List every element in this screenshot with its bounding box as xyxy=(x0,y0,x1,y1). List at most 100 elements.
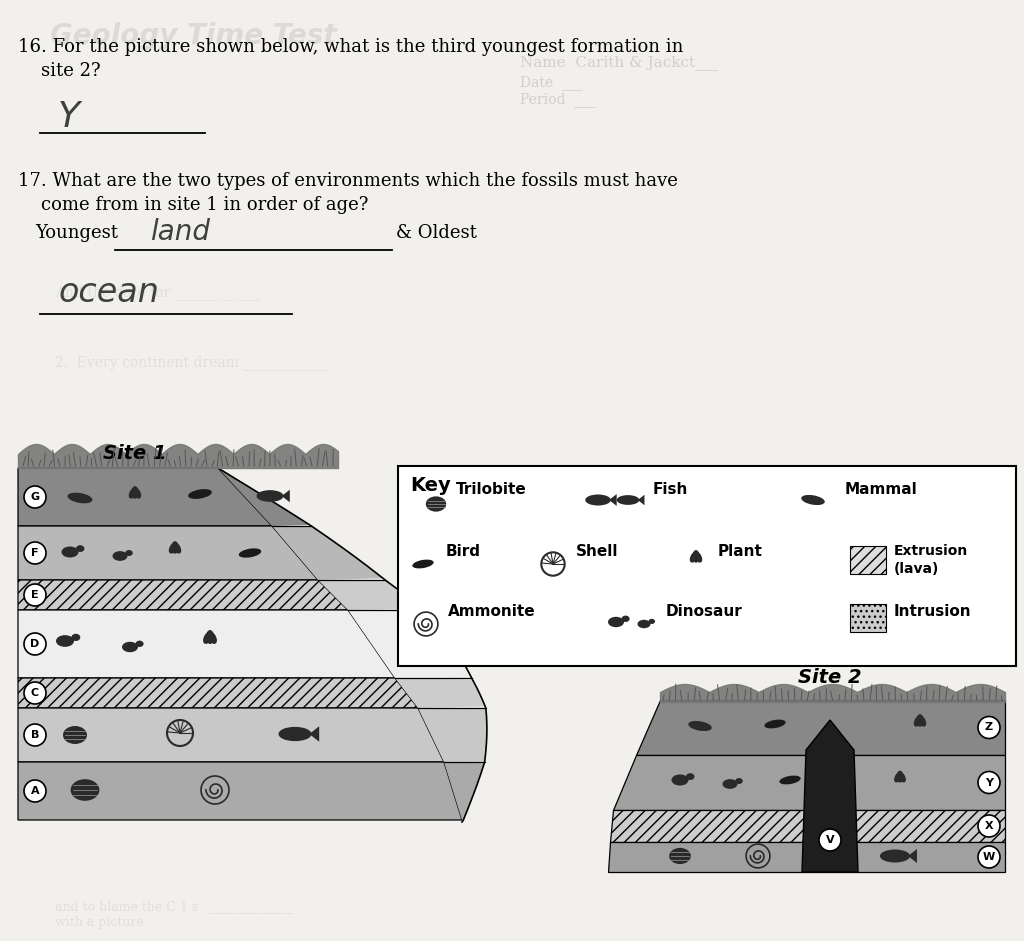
Text: 16. For the picture shown below, what is the third youngest formation in: 16. For the picture shown below, what is… xyxy=(18,38,683,56)
Ellipse shape xyxy=(256,490,284,502)
Ellipse shape xyxy=(723,779,737,789)
Text: Key: Key xyxy=(410,476,451,495)
Text: Trilobite: Trilobite xyxy=(456,482,526,497)
Ellipse shape xyxy=(122,642,138,652)
Text: (lava): (lava) xyxy=(894,562,939,576)
Text: X: X xyxy=(985,821,993,831)
Ellipse shape xyxy=(172,542,181,553)
Text: come from in site 1 in order of age?: come from in site 1 in order of age? xyxy=(18,196,369,214)
Circle shape xyxy=(24,584,46,606)
Ellipse shape xyxy=(61,547,79,557)
Text: And the date for ______ __ ___: And the date for ______ __ ___ xyxy=(55,285,260,300)
Text: D: D xyxy=(31,639,40,649)
Ellipse shape xyxy=(63,726,87,744)
Ellipse shape xyxy=(622,615,630,622)
Ellipse shape xyxy=(169,542,177,553)
Ellipse shape xyxy=(693,551,702,563)
Bar xyxy=(398,466,1016,666)
Text: Extrusion: Extrusion xyxy=(894,544,969,558)
Ellipse shape xyxy=(686,774,694,780)
Ellipse shape xyxy=(648,619,655,624)
Bar xyxy=(850,546,886,574)
Text: & Oldest: & Oldest xyxy=(396,224,477,242)
Text: G: G xyxy=(31,492,40,502)
Polygon shape xyxy=(18,678,418,708)
Text: Dinosaur: Dinosaur xyxy=(666,604,742,619)
Circle shape xyxy=(978,815,1000,837)
Ellipse shape xyxy=(135,641,143,647)
Polygon shape xyxy=(348,610,471,678)
Circle shape xyxy=(978,772,1000,793)
Ellipse shape xyxy=(207,631,217,644)
Ellipse shape xyxy=(188,489,212,499)
Text: Site 1: Site 1 xyxy=(103,444,167,463)
Ellipse shape xyxy=(688,721,712,731)
Ellipse shape xyxy=(608,616,624,628)
Polygon shape xyxy=(272,526,383,580)
Ellipse shape xyxy=(131,486,138,499)
Ellipse shape xyxy=(801,495,824,505)
Text: Z: Z xyxy=(985,723,993,732)
Ellipse shape xyxy=(71,779,99,801)
Text: ocean: ocean xyxy=(58,276,159,309)
Ellipse shape xyxy=(690,551,698,563)
Text: Ammonite: Ammonite xyxy=(449,604,536,619)
Ellipse shape xyxy=(125,550,133,556)
Polygon shape xyxy=(610,810,1005,842)
Ellipse shape xyxy=(203,631,213,644)
Text: A: A xyxy=(31,786,39,796)
Ellipse shape xyxy=(72,634,80,641)
Text: Geology Time Test: Geology Time Test xyxy=(50,22,337,50)
Polygon shape xyxy=(802,720,858,872)
Ellipse shape xyxy=(56,635,74,646)
Ellipse shape xyxy=(670,848,691,864)
Circle shape xyxy=(978,716,1000,739)
Polygon shape xyxy=(395,678,485,708)
Ellipse shape xyxy=(880,850,910,863)
Polygon shape xyxy=(282,489,290,502)
Ellipse shape xyxy=(692,550,699,563)
Polygon shape xyxy=(638,495,644,505)
Ellipse shape xyxy=(171,541,178,553)
Text: Name  Carith & Jackct___: Name Carith & Jackct___ xyxy=(520,55,718,70)
Circle shape xyxy=(978,846,1000,868)
Ellipse shape xyxy=(779,775,801,785)
Text: C: C xyxy=(31,688,39,698)
Polygon shape xyxy=(18,762,462,820)
Text: W: W xyxy=(983,852,995,862)
Ellipse shape xyxy=(586,494,610,505)
Text: with a picture: with a picture xyxy=(55,916,143,929)
Circle shape xyxy=(24,724,46,746)
Text: land: land xyxy=(150,218,210,246)
Text: B: B xyxy=(31,730,39,740)
Text: F: F xyxy=(32,548,39,558)
Polygon shape xyxy=(18,526,318,580)
Ellipse shape xyxy=(239,549,261,558)
Ellipse shape xyxy=(68,493,92,503)
Text: site 2?: site 2? xyxy=(18,62,100,80)
Text: Bird: Bird xyxy=(446,544,481,559)
Ellipse shape xyxy=(897,771,903,783)
Text: Shell: Shell xyxy=(575,544,618,559)
Circle shape xyxy=(24,486,46,508)
Text: E: E xyxy=(31,590,39,600)
Text: Date  ___: Date ___ xyxy=(520,75,583,90)
Text: Fish: Fish xyxy=(653,482,688,497)
Ellipse shape xyxy=(616,495,639,505)
Ellipse shape xyxy=(413,560,433,568)
Polygon shape xyxy=(318,580,422,610)
Polygon shape xyxy=(613,755,1005,810)
Polygon shape xyxy=(18,708,444,762)
Text: and to blame the C 1 s  ______________: and to blame the C 1 s ______________ xyxy=(55,900,294,913)
Polygon shape xyxy=(418,708,486,762)
Circle shape xyxy=(24,633,46,655)
Text: 17. What are the two types of environments which the fossils must have: 17. What are the two types of environmen… xyxy=(18,172,678,190)
Polygon shape xyxy=(609,494,616,506)
Ellipse shape xyxy=(132,487,141,499)
Text: 2.  Every continent dream ____________: 2. Every continent dream ____________ xyxy=(55,355,328,370)
Polygon shape xyxy=(309,726,319,742)
Ellipse shape xyxy=(764,720,785,728)
Ellipse shape xyxy=(206,630,214,644)
Ellipse shape xyxy=(426,496,446,512)
Polygon shape xyxy=(18,580,348,610)
